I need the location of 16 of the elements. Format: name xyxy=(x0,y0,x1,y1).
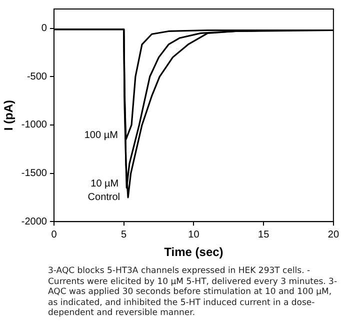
x-tick-label: 10 xyxy=(188,229,200,240)
y-tick-label: -500 xyxy=(26,71,48,82)
series-label: 100 µM xyxy=(84,130,118,142)
x-tick-label: 0 xyxy=(51,229,58,240)
y-axis-title: I (pA) xyxy=(2,100,16,131)
x-axis-title: Time (sec) xyxy=(164,245,224,260)
x-tick-label: 5 xyxy=(121,229,128,240)
y-tick-label: -1000 xyxy=(21,120,48,131)
y-tick-label: -2000 xyxy=(21,216,48,228)
text: 3-AQC blocks 5-HT3A channels expressed in HEK 293T cells. - Currents were elicited by 10 µM 5-HT, delivered every 3 minutes. 3-AQC was applied 30 seconds before stimulation at 10 and 100 µM, as indicated, and inhibited the 5-HT induced current in a dose-dependent and reversible manner. xyxy=(48,266,338,318)
y-tick-label: 0 xyxy=(41,23,48,34)
series-label: Control xyxy=(88,192,120,204)
x-tick-label: 20 xyxy=(328,229,340,240)
y-tick-label: -1500 xyxy=(21,168,48,180)
x-tick-label: 15 xyxy=(258,229,270,240)
series-label: 10 µM xyxy=(90,178,119,190)
